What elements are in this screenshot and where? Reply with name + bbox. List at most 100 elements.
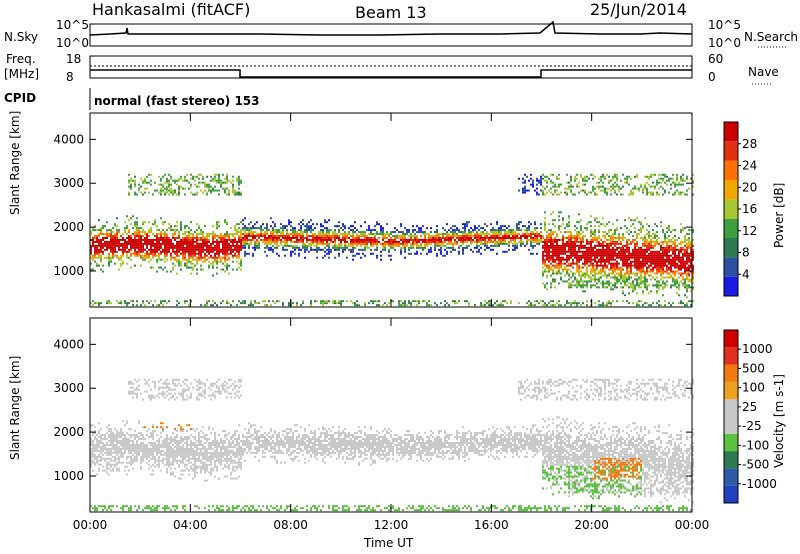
power-cell <box>98 219 100 222</box>
power-cell <box>270 246 272 249</box>
power-cell <box>342 246 344 249</box>
power-cell <box>632 250 634 253</box>
power-cell <box>594 270 596 273</box>
power-cell <box>402 233 404 236</box>
power-cell <box>586 254 588 257</box>
power-cell <box>268 242 270 245</box>
power-cell <box>602 252 604 255</box>
power-cell <box>640 248 642 251</box>
power-cell <box>590 254 592 257</box>
power-cell <box>506 235 508 237</box>
power-cell <box>232 175 234 178</box>
power-cell <box>358 240 360 243</box>
power-cell <box>114 246 116 249</box>
power-cell <box>282 302 284 305</box>
power-cell <box>630 270 632 273</box>
power-cell <box>328 250 330 253</box>
power-cell <box>636 187 638 190</box>
power-cell <box>548 264 550 267</box>
power-cell <box>396 236 398 239</box>
power-cell <box>300 238 302 241</box>
power-cell <box>594 256 596 259</box>
power-cell <box>692 276 694 279</box>
power-cell <box>668 246 670 249</box>
power-cell <box>402 244 404 247</box>
power-cell <box>632 264 634 267</box>
power-cell <box>216 258 218 261</box>
power-cell <box>674 181 676 184</box>
power-cell <box>582 231 584 234</box>
power-cell <box>428 304 430 307</box>
power-cell <box>640 250 642 253</box>
power-cell <box>136 238 138 241</box>
power-cell <box>206 246 208 249</box>
power-cell <box>418 231 420 234</box>
power-cell <box>618 250 620 253</box>
power-cell <box>556 266 558 269</box>
power-cell <box>338 242 340 245</box>
power-cell <box>656 240 658 243</box>
power-cell <box>238 254 240 257</box>
power-cell <box>634 227 636 230</box>
power-cell <box>222 300 224 303</box>
power-cell <box>420 235 422 237</box>
power-cell <box>438 233 440 236</box>
power-cell <box>350 242 352 245</box>
power-cell <box>310 229 312 232</box>
power-cell <box>512 238 514 241</box>
power-cell <box>220 233 222 236</box>
power-cell <box>132 215 134 218</box>
power-cell <box>216 238 218 241</box>
power-cell <box>608 280 610 283</box>
power-cell <box>140 236 142 239</box>
power-cell <box>668 244 670 247</box>
power-cell <box>120 242 122 245</box>
power-cell <box>134 250 136 253</box>
power-cell <box>194 193 196 196</box>
power-cell <box>152 223 154 226</box>
power-cell <box>178 264 180 267</box>
power-cell <box>182 250 184 253</box>
power-cell <box>186 260 188 263</box>
power-cell <box>688 254 690 257</box>
power-cell <box>606 280 608 283</box>
power-cell <box>584 183 586 186</box>
power-cell <box>164 300 166 303</box>
power-cell <box>464 231 466 234</box>
power-cell <box>470 233 472 236</box>
power-cell <box>556 235 558 237</box>
power-cell <box>492 227 494 230</box>
power-cell <box>498 231 500 234</box>
power-cell <box>646 223 648 226</box>
power-cell <box>556 177 558 180</box>
power-cell <box>380 231 382 234</box>
power-cell <box>572 193 574 196</box>
power-cell <box>536 177 538 180</box>
power-cell <box>652 193 654 196</box>
power-cell <box>298 229 300 232</box>
power-cell <box>296 304 298 307</box>
power-cell <box>678 236 680 239</box>
power-cell <box>360 231 362 234</box>
power-cell <box>160 302 162 305</box>
power-cell <box>342 300 344 303</box>
power-cell <box>562 250 564 253</box>
power-cell <box>682 246 684 249</box>
power-cell <box>682 282 684 285</box>
power-cell <box>660 173 662 176</box>
power-cell <box>564 266 566 269</box>
power-cell <box>578 256 580 259</box>
power-cell <box>598 260 600 263</box>
power-cell <box>616 227 618 230</box>
power-cell <box>450 236 452 239</box>
power-cell <box>208 187 210 190</box>
power-cell <box>656 235 658 237</box>
power-cell <box>422 233 424 236</box>
power-cell <box>272 240 274 243</box>
power-cell <box>684 244 686 247</box>
power-cell <box>106 221 108 224</box>
power-cell <box>452 248 454 251</box>
power-cell <box>544 304 546 307</box>
power-cell <box>586 238 588 241</box>
power-cell <box>656 270 658 273</box>
